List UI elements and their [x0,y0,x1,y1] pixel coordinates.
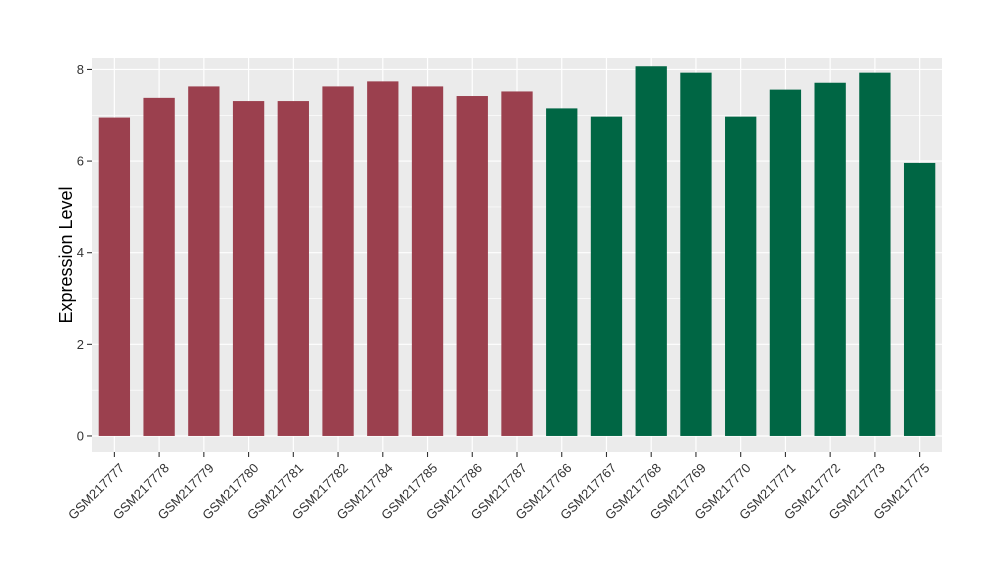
y-tick-label: 2 [77,337,84,352]
bar-GSM217777 [98,117,131,436]
x-axis: GSM217777GSM217778GSM217779GSM217780GSM2… [65,452,933,523]
bar-GSM217784 [367,81,399,436]
bar-GSM217785 [411,86,444,436]
bar-GSM217773 [859,72,891,436]
bar-GSM217775 [903,162,936,436]
bar-GSM217786 [456,96,488,436]
bar-GSM217766 [546,108,578,436]
bar-GSM217787 [501,91,533,436]
bars [98,66,936,436]
bar-GSM217781 [277,101,309,436]
bar-GSM217768 [635,66,667,436]
bar-GSM217770 [725,116,757,436]
y-tick-label: 4 [77,245,84,260]
y-tick-label: 0 [77,428,84,443]
y-tick-label: 6 [77,154,84,169]
bar-GSM217782 [322,86,354,436]
bar-GSM217769 [680,72,712,436]
bar-GSM217772 [814,82,846,436]
bar-GSM217778 [143,97,175,436]
bar-GSM217767 [590,116,623,436]
bar-GSM217780 [232,101,265,436]
bar-GSM217771 [769,89,802,436]
bar-GSM217779 [188,86,220,436]
y-axis-label: Expression Level [56,186,76,323]
y-tick-label: 8 [77,62,84,77]
y-axis: 0 2 4 6 8 [77,62,92,443]
